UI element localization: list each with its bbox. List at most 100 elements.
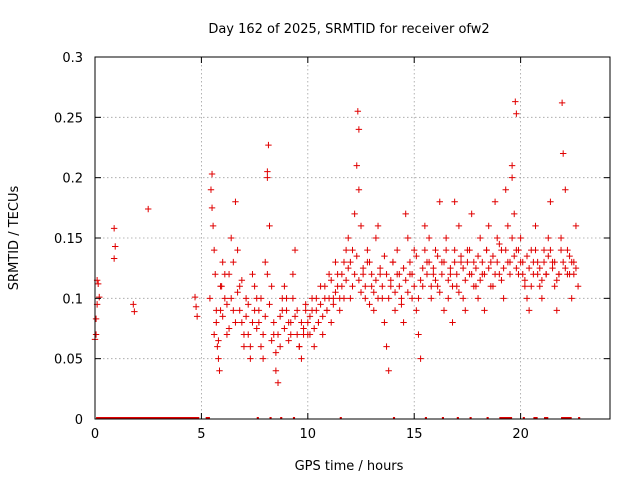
x-tick-label: 20 — [512, 427, 529, 442]
data-point — [208, 170, 216, 178]
data-point — [264, 168, 271, 175]
data-point — [551, 283, 558, 290]
data-point — [319, 313, 326, 320]
x-tick-label: 5 — [197, 427, 205, 442]
data-point — [434, 252, 441, 260]
data-point — [232, 198, 239, 205]
data-point — [562, 186, 569, 193]
data-point — [347, 295, 354, 302]
data-point — [568, 295, 575, 302]
data-point — [393, 271, 401, 278]
data-point — [368, 283, 375, 290]
data-point — [342, 277, 350, 284]
data-point — [562, 264, 569, 272]
data-point — [272, 367, 280, 374]
data-point — [374, 295, 382, 302]
data-point — [415, 331, 422, 338]
data-point — [236, 307, 243, 314]
data-point — [385, 295, 392, 302]
data-point — [234, 246, 241, 254]
data-point — [354, 108, 362, 115]
data-point — [523, 252, 531, 260]
data-point — [212, 271, 219, 278]
data-point — [355, 186, 363, 193]
data-point — [240, 343, 248, 350]
data-point — [532, 246, 539, 254]
data-point — [291, 246, 299, 254]
data-point — [272, 349, 280, 356]
data-point — [372, 234, 380, 242]
data-point — [268, 337, 275, 344]
data-point — [364, 246, 371, 254]
data-point — [530, 258, 537, 266]
data-point — [553, 307, 560, 314]
data-point — [411, 246, 418, 254]
data-point — [528, 283, 535, 290]
data-point — [425, 234, 433, 242]
data-point — [419, 283, 426, 290]
data-point — [210, 246, 218, 254]
data-point — [289, 271, 297, 278]
data-point — [564, 271, 571, 278]
data-point — [259, 355, 267, 362]
data-point — [462, 277, 469, 284]
x-tick-label: 0 — [91, 427, 99, 442]
data-point — [400, 319, 407, 326]
data-point — [455, 222, 463, 230]
data-point — [217, 283, 224, 290]
data-point — [472, 264, 480, 272]
data-point — [457, 258, 465, 266]
data-point — [557, 246, 565, 254]
data-point — [298, 319, 305, 326]
chart-title: Day 162 of 2025, SRMTID for receiver ofw… — [208, 22, 489, 37]
data-point — [512, 98, 519, 105]
data-point — [406, 258, 414, 266]
data-point — [474, 295, 482, 302]
data-point — [310, 343, 318, 350]
data-point — [383, 343, 390, 350]
data-point — [430, 264, 437, 272]
data-point — [319, 331, 326, 338]
data-point — [336, 295, 343, 302]
data-point — [234, 289, 241, 296]
data-point — [532, 222, 539, 230]
data-point — [230, 258, 237, 266]
data-point — [540, 258, 548, 266]
data-point — [310, 325, 318, 332]
data-point — [408, 295, 416, 302]
data-point — [521, 283, 529, 290]
data-point — [287, 319, 294, 326]
data-point — [283, 307, 290, 314]
data-point — [574, 283, 582, 290]
data-point — [353, 252, 360, 260]
x-tick-labels: 0 5 10 15 20 — [91, 427, 529, 442]
data-point — [232, 319, 239, 326]
data-point — [214, 343, 221, 350]
y-tick-label: 0.05 — [54, 353, 83, 368]
data-point — [487, 258, 495, 266]
data-point — [355, 277, 363, 284]
data-point — [421, 246, 429, 254]
data-point — [398, 295, 405, 302]
data-point — [502, 246, 509, 254]
data-point — [400, 264, 407, 272]
data-point — [572, 264, 580, 272]
data-point — [383, 271, 390, 278]
data-point — [112, 243, 119, 250]
data-point — [296, 343, 303, 350]
data-point — [551, 258, 558, 266]
data-point — [357, 289, 365, 296]
data-point — [481, 307, 488, 314]
data-point — [542, 271, 550, 278]
data-point — [419, 264, 426, 272]
data-point — [513, 264, 520, 272]
data-point — [453, 271, 460, 278]
data-point — [359, 264, 367, 272]
data-point — [570, 271, 578, 278]
data-point — [191, 293, 199, 301]
data-point — [381, 319, 388, 326]
data-point — [411, 283, 418, 290]
data-point — [445, 295, 452, 302]
points-layer — [91, 98, 582, 386]
data-point — [547, 246, 554, 254]
